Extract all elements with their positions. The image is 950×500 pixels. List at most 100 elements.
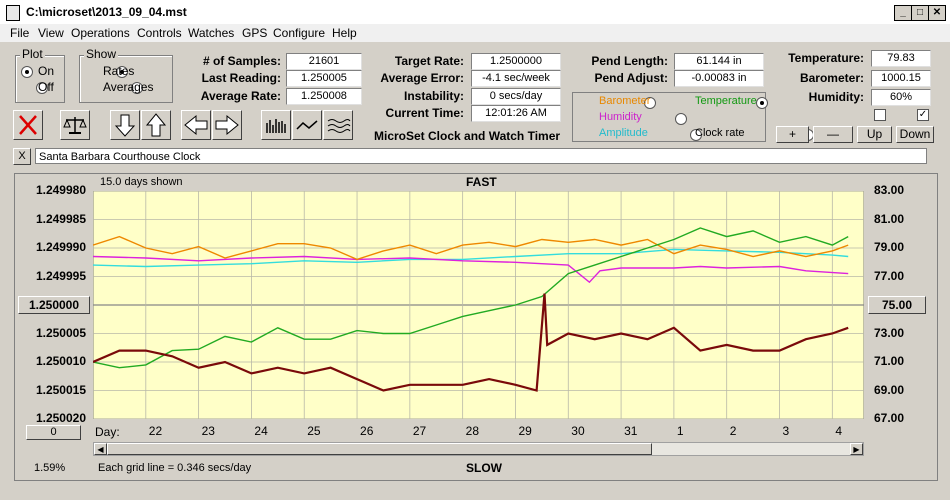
y-left-tick-label: 1.250015 <box>35 382 86 397</box>
plot-on-radio[interactable] <box>21 66 33 78</box>
target-rate-label: Target Rate: <box>394 54 464 68</box>
temperature-value: 79.83 <box>871 50 931 67</box>
y-right-tick-label: 67.00 <box>874 411 905 425</box>
humidity-label-readout: Humidity: <box>808 90 864 104</box>
option-checkbox-1[interactable] <box>874 109 886 121</box>
slow-label: SLOW <box>466 461 502 475</box>
arrow-left-button[interactable] <box>181 110 211 140</box>
temperature-label-readout: Temperature: <box>788 51 864 65</box>
menu-operations[interactable]: Operations <box>71 26 130 40</box>
clock-name-field[interactable]: Santa Barbara Courthouse Clock <box>35 148 927 164</box>
app-caption: MicroSet Clock and Watch Timer <box>374 129 561 143</box>
delete-button[interactable] <box>13 110 43 140</box>
wave-graph-icon <box>327 119 351 133</box>
up-button[interactable]: Up <box>857 126 892 143</box>
humidity-radio[interactable] <box>675 113 688 125</box>
menu-watches[interactable]: Watches <box>188 26 235 40</box>
scroll-left-button[interactable]: ◀ <box>94 443 107 455</box>
arrow-down-button[interactable] <box>110 110 140 140</box>
barometer-label-readout: Barometer: <box>799 71 864 85</box>
line-graph-button[interactable] <box>292 110 322 140</box>
last-reading-label: Last Reading: <box>201 71 281 85</box>
y-right-tick-label: 81.00 <box>874 211 905 226</box>
show-group-title: Show <box>84 47 119 61</box>
show-rates-radio[interactable] <box>115 66 128 78</box>
balance-button[interactable] <box>60 110 90 140</box>
plus-button[interactable]: + <box>776 126 809 143</box>
maximize-button[interactable]: □ <box>911 5 929 21</box>
clock-rate-series <box>93 293 849 392</box>
x-tick-label: 23 <box>201 424 215 438</box>
humidity-label: Humidity <box>599 111 642 123</box>
menu-file[interactable]: File <box>10 26 30 40</box>
temperature-series <box>93 227 849 369</box>
menu-gps[interactable]: GPS <box>242 26 268 40</box>
minus-button[interactable]: — <box>813 126 853 143</box>
plot-off-label: Off <box>38 80 54 94</box>
y-right-tick-label: 71.00 <box>874 354 905 368</box>
center-temp-button[interactable]: 75.00 <box>868 296 926 314</box>
x-tick-label: 24 <box>254 424 268 438</box>
scroll-thumb[interactable] <box>107 443 652 455</box>
line-graph-icon <box>296 120 318 130</box>
rate-chart <box>93 191 864 419</box>
x-tick-label: 4 <box>835 424 842 438</box>
arrow-down-icon <box>114 114 136 137</box>
option-checkbox-2[interactable]: ✓ <box>917 109 929 121</box>
plot-group <box>15 55 65 103</box>
wave-graph-button[interactable] <box>323 110 353 140</box>
sensor-selector <box>572 92 766 142</box>
menu-configure[interactable]: Configure <box>273 26 326 40</box>
arrow-up-icon <box>145 113 167 137</box>
clear-name-button[interactable]: X <box>13 148 31 165</box>
zero-button[interactable]: 0 <box>26 425 81 440</box>
arrow-up-button[interactable] <box>141 110 171 140</box>
show-averages-radio[interactable] <box>131 82 144 94</box>
app-icon[interactable] <box>6 5 20 21</box>
samples-label: # of Samples: <box>202 54 281 68</box>
show-rates-label: Rates <box>103 64 135 78</box>
x-tick-label: 28 <box>465 424 480 438</box>
close-window-button[interactable]: ✕ <box>928 5 946 21</box>
center-rate-button[interactable]: 1.250000 <box>18 296 90 314</box>
x-tick-label: 31 <box>624 424 638 438</box>
menu-view[interactable]: View <box>38 26 64 40</box>
x-tick-label: 22 <box>148 424 163 438</box>
instability-value: 0 secs/day <box>471 88 561 105</box>
y-left-tick-label: 1.249990 <box>35 240 86 254</box>
balance-scale-icon <box>63 117 87 134</box>
percent-label: 1.59% <box>34 462 66 474</box>
clock-rate-label: Clock rate <box>695 127 745 139</box>
instability-label: Instability: <box>403 89 464 103</box>
y-right-tick-label: 79.00 <box>874 240 905 254</box>
temperature-label: Temperature <box>695 95 757 107</box>
amplitude-series <box>93 248 849 268</box>
barometer-radio[interactable] <box>644 97 657 109</box>
window-title: C:\microset\2013_09_04.mst <box>26 5 187 19</box>
arrow-right-button[interactable] <box>212 110 242 140</box>
x-tick-label: 2 <box>729 424 737 438</box>
plot-off-radio[interactable] <box>36 82 49 94</box>
temperature-radio[interactable] <box>755 97 768 109</box>
x-tick-label: 29 <box>518 424 532 438</box>
menu-help[interactable]: Help <box>332 26 357 40</box>
down-button[interactable]: Down <box>896 126 934 143</box>
y-right-tick-label: 69.00 <box>874 382 905 397</box>
minimize-button[interactable]: _ <box>894 5 912 21</box>
bar-graph-button[interactable] <box>261 110 291 140</box>
scroll-right-button[interactable]: ▶ <box>850 443 863 455</box>
horizontal-scrollbar[interactable]: ◀ ▶ <box>93 442 864 456</box>
y-left-tick-label: 1.250020 <box>35 411 86 425</box>
bar-graph-icon <box>266 119 286 133</box>
plot-group-title: Plot <box>20 47 45 61</box>
menu-controls[interactable]: Controls <box>137 26 182 40</box>
pend-adjust-value: -0.00083 in <box>674 70 764 87</box>
show-averages-label: Averages <box>103 80 154 94</box>
x-tick-label: 1 <box>676 424 684 438</box>
amplitude-radio[interactable] <box>690 129 703 141</box>
target-rate-value[interactable]: 1.2500000 <box>471 53 561 70</box>
pend-length-value[interactable]: 61.144 in <box>674 53 764 70</box>
barometer-value: 1000.15 <box>871 70 931 87</box>
barometer-label: Barometer <box>599 95 651 107</box>
plot-on-label: On <box>38 64 55 78</box>
